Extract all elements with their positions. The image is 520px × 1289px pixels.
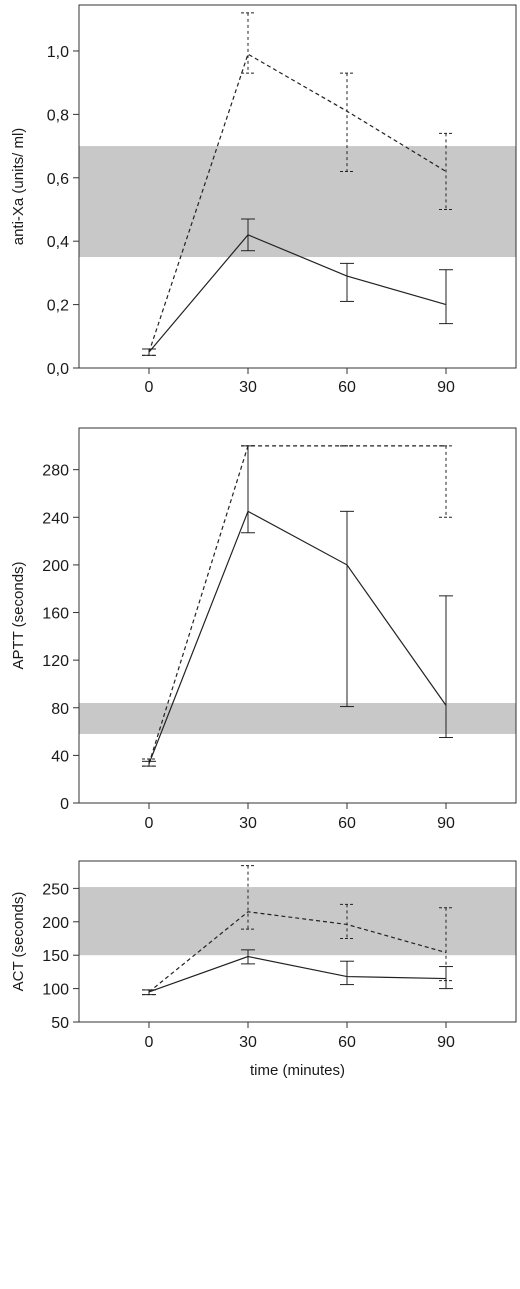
dashed-error-bar: [340, 903, 354, 939]
y-tick-label: 80: [51, 701, 69, 718]
anti-xa-panel: 0,0 0,2 0,4 0,6 0,8 1,0 0 30 60 90 anti-Xa (unit…: [10, 4, 517, 396]
dashed-error-bar: [142, 989, 156, 996]
y-tick-label: 240: [42, 510, 69, 527]
x-tick-label: 90: [437, 815, 455, 832]
solid-error-bar: [241, 445, 255, 534]
y-tick-label: 1,0: [47, 44, 69, 61]
act-panel: 50 100 150 200 250 0 30 60 90 ACT (seconds) tim…: [10, 860, 517, 1079]
x-tick-label: 30: [239, 379, 257, 396]
y-tick-label: 0,4: [47, 234, 69, 251]
dashed-error-bar: [340, 72, 354, 172]
aptt-panel: 0 40 80 120 160 200 240 280 0 30 60 90 APTT (secon…: [10, 427, 517, 832]
y-tick-label: 280: [42, 463, 69, 480]
dashed-series-line: [148, 53, 447, 353]
act-y-axis-label: ACT (seconds): [10, 892, 27, 992]
x-tick-label: 90: [437, 1034, 455, 1051]
x-tick-label: 90: [437, 379, 455, 396]
y-tick-label: 0,2: [47, 298, 69, 315]
y-tick-label: 250: [42, 881, 69, 898]
x-tick-label: 30: [239, 1034, 257, 1051]
x-tick-label: 30: [239, 815, 257, 832]
y-tick-label: 150: [42, 948, 69, 965]
dashed-error-bar: [241, 865, 255, 930]
solid-error-bar: [340, 960, 354, 986]
dashed-error-bar: [241, 12, 255, 74]
solid-series-line: [148, 510, 447, 764]
dashed-error-bar: [439, 907, 453, 982]
anti-xa-reference-band: [79, 146, 516, 258]
solid-error-bar: [241, 218, 255, 252]
act-reference-band: [79, 887, 516, 956]
y-tick-label: 40: [51, 748, 69, 765]
act-plot-frame: [78, 860, 517, 1023]
aptt-y-axis-label: APTT (seconds): [10, 561, 27, 669]
x-tick-label: 0: [145, 815, 154, 832]
anti-xa-plot-frame: [78, 4, 517, 369]
x-tick-label: 60: [338, 815, 356, 832]
x-tick-label: 0: [145, 379, 154, 396]
y-tick-label: 200: [42, 915, 69, 932]
dashed-series-line: [148, 911, 447, 993]
x-tick-label: 0: [145, 1034, 154, 1051]
solid-error-bar: [340, 262, 354, 302]
x-tick-label: 60: [338, 379, 356, 396]
solid-error-bar: [340, 510, 354, 708]
x-tick-label: 60: [338, 1034, 356, 1051]
solid-series-line: [148, 955, 447, 993]
y-tick-label: 0: [60, 796, 69, 813]
y-tick-label: 120: [42, 653, 69, 670]
anti-xa-y-axis-label: anti-Xa (units/ ml): [10, 128, 27, 246]
y-tick-label: 0,8: [47, 107, 69, 124]
y-tick-label: 100: [42, 982, 69, 999]
aptt-plot-frame: [78, 427, 517, 804]
y-tick-label: 200: [42, 558, 69, 575]
solid-error-bar: [439, 595, 453, 739]
dashed-error-bar: [439, 132, 453, 210]
dashed-error-bar: [142, 758, 156, 767]
y-tick-label: 160: [42, 606, 69, 623]
y-tick-label: 0,0: [47, 361, 69, 378]
x-axis-label: time (minutes): [250, 1062, 345, 1079]
solid-error-bar: [439, 269, 453, 325]
dashed-error-bar: [142, 348, 156, 356]
dashed-error-bar: [439, 445, 453, 518]
y-tick-label: 0,6: [47, 171, 69, 188]
aptt-reference-band: [79, 703, 516, 734]
y-tick-label: 50: [51, 1015, 69, 1032]
solid-error-bar: [241, 949, 255, 965]
solid-series-line: [148, 234, 447, 353]
